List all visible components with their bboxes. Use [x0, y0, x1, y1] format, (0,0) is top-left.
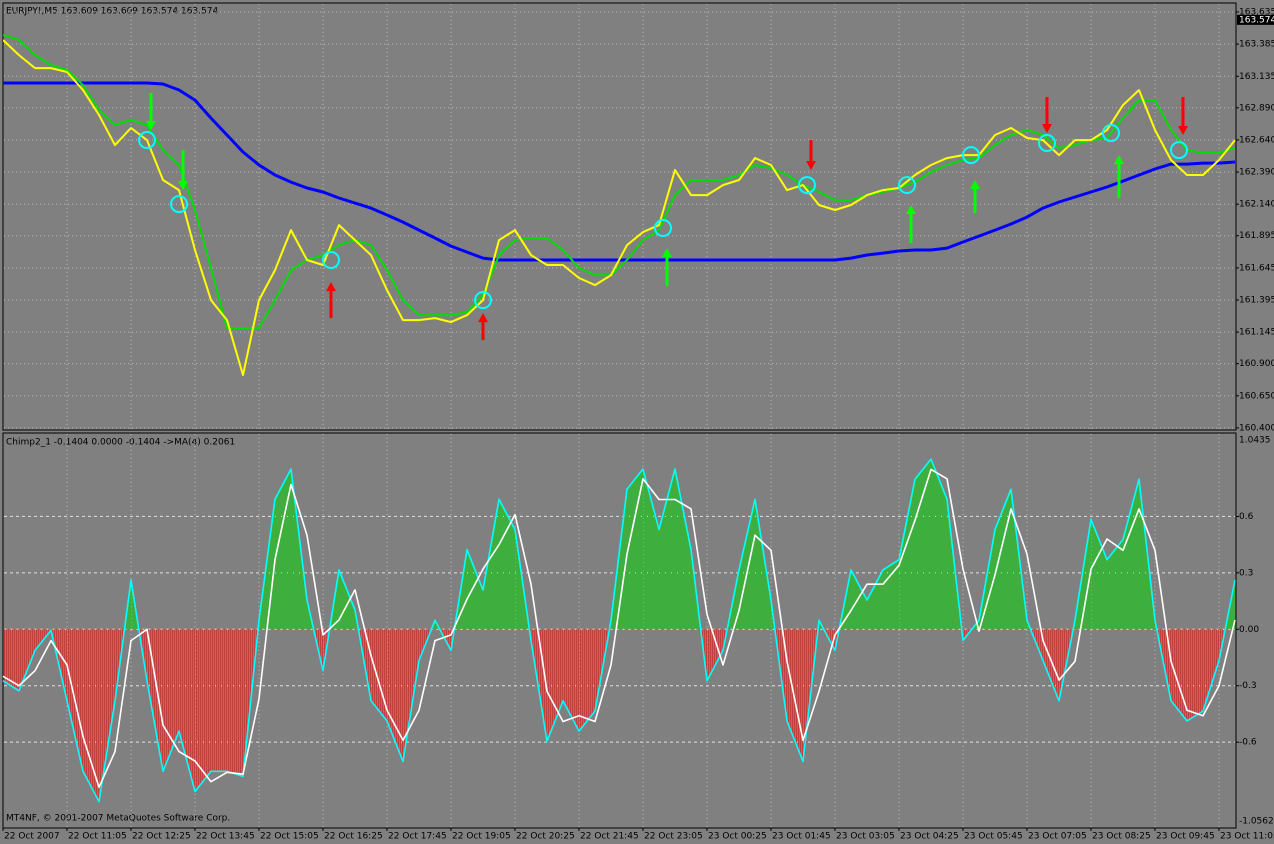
y-tick-label: 162.890	[1239, 103, 1274, 113]
arrow-head	[806, 161, 816, 171]
signal-arrow	[326, 282, 336, 319]
x-tick-label: 23 Oct 04:25	[900, 832, 959, 842]
x-tick-label: 22 Oct 23:05	[644, 832, 703, 842]
x-tick-label: 22 Oct 2007	[4, 832, 60, 842]
signal-circle	[898, 176, 916, 195]
signal-circle	[138, 131, 156, 150]
indicator-plot	[2, 458, 1236, 803]
price-panel	[2, 2, 1237, 431]
arrow-head	[478, 313, 488, 323]
histogram-positive	[3, 459, 1235, 630]
signal-arrow	[662, 248, 672, 287]
x-tick-label: 22 Oct 16:25	[324, 832, 383, 842]
arrow-head	[662, 248, 672, 258]
arrow-head	[146, 121, 156, 131]
y-tick-label: 161.895	[1239, 231, 1274, 241]
x-tick-label: 22 Oct 11:05	[68, 832, 127, 842]
signal-circle	[322, 251, 340, 270]
x-tick-label: 22 Oct 19:05	[452, 832, 511, 842]
arrow-head	[1178, 126, 1188, 136]
signal-arrow	[1114, 155, 1124, 199]
y-tick-label: 163.635	[1239, 8, 1274, 18]
signal-circle	[798, 176, 816, 195]
x-tick-label: 23 Oct 01:45	[772, 832, 831, 842]
indicator-line	[2, 458, 1236, 803]
x-tick-label: 23 Oct 09:45	[1156, 832, 1215, 842]
y-limit-label: 1.0435	[1239, 436, 1271, 446]
y-tick-label: 161.395	[1239, 296, 1274, 306]
y-tick-label: 160.650	[1239, 391, 1274, 401]
x-tick-label: 23 Oct 07:05	[1028, 832, 1087, 842]
current-price-box	[1237, 14, 1274, 25]
arrow-head	[906, 204, 916, 214]
y-tick-label: 0.6	[1239, 512, 1254, 522]
y-tick-label: 160.400	[1239, 423, 1274, 433]
y-tick-label: -0.6	[1239, 738, 1257, 748]
current-price-label: 163.574	[1239, 15, 1274, 25]
x-tick-label: 23 Oct 11:05	[1220, 832, 1274, 842]
signal-circle	[1038, 134, 1056, 153]
y-tick-label: 0.00	[1239, 625, 1259, 635]
x-tick-label: 22 Oct 21:45	[580, 832, 639, 842]
indicator-title: Chimp2_1 -0.1404 0.0000 -0.1404 ->MA(4) …	[6, 438, 235, 448]
x-tick-label: 23 Oct 08:25	[1092, 832, 1151, 842]
signal-arrow	[970, 180, 980, 214]
y-tick-label: 0.3	[1239, 568, 1253, 578]
y-tick-label: 161.645	[1239, 263, 1274, 273]
signal-arrow	[478, 313, 488, 341]
signal-circle	[474, 291, 492, 310]
arrow-head	[178, 181, 188, 191]
x-tick-label: 23 Oct 05:45	[964, 832, 1023, 842]
y-tick-label: 162.140	[1239, 200, 1274, 210]
signal-arrow	[806, 140, 816, 171]
x-tick-label: 22 Oct 17:45	[388, 832, 447, 842]
arrow-head	[1042, 123, 1052, 133]
arrow-head	[326, 282, 336, 292]
copyright: MT4NF, © 2001-2007 MetaQuotes Software C…	[6, 814, 230, 824]
indicator-line	[2, 468, 1236, 789]
y-tick-label: 161.145	[1239, 328, 1274, 338]
price-line	[3, 39, 1236, 377]
signal-arrow	[1178, 96, 1188, 136]
arrow-head	[970, 180, 980, 190]
price-plot	[3, 34, 1236, 377]
y-tick-label: 163.135	[1239, 72, 1274, 82]
y-limit-label: -1.0562	[1239, 817, 1274, 827]
y-tick-label: 162.390	[1239, 168, 1274, 178]
x-tick-label: 23 Oct 00:25	[708, 832, 767, 842]
y-tick-label: 162.640	[1239, 135, 1274, 145]
signal-circle	[962, 146, 980, 165]
signal-circle	[654, 219, 672, 238]
signal-arrow	[146, 93, 156, 131]
y-tick-label: 163.385	[1239, 40, 1274, 50]
signal-arrow	[906, 204, 916, 244]
signal-arrow	[178, 150, 188, 191]
signal-circle	[170, 195, 188, 214]
arrow-head	[1114, 155, 1124, 165]
signal-circle	[1102, 123, 1120, 142]
x-tick-label: 22 Oct 12:25	[132, 832, 191, 842]
signal-circle	[1170, 141, 1188, 160]
y-tick-label: 160.900	[1239, 359, 1274, 369]
price-line	[3, 34, 1236, 329]
price-title: EURJPY!,M5 163.609 163.609 163.574 163.5…	[6, 7, 218, 17]
x-tick-label: 23 Oct 03:05	[836, 832, 895, 842]
x-tick-label: 22 Oct 13:45	[196, 832, 255, 842]
signal-arrow	[1042, 96, 1052, 133]
x-tick-label: 22 Oct 20:25	[516, 832, 575, 842]
histogram-negative	[3, 629, 1226, 802]
y-tick-label: -0.3	[1239, 681, 1257, 691]
x-tick-label: 22 Oct 15:05	[260, 832, 319, 842]
